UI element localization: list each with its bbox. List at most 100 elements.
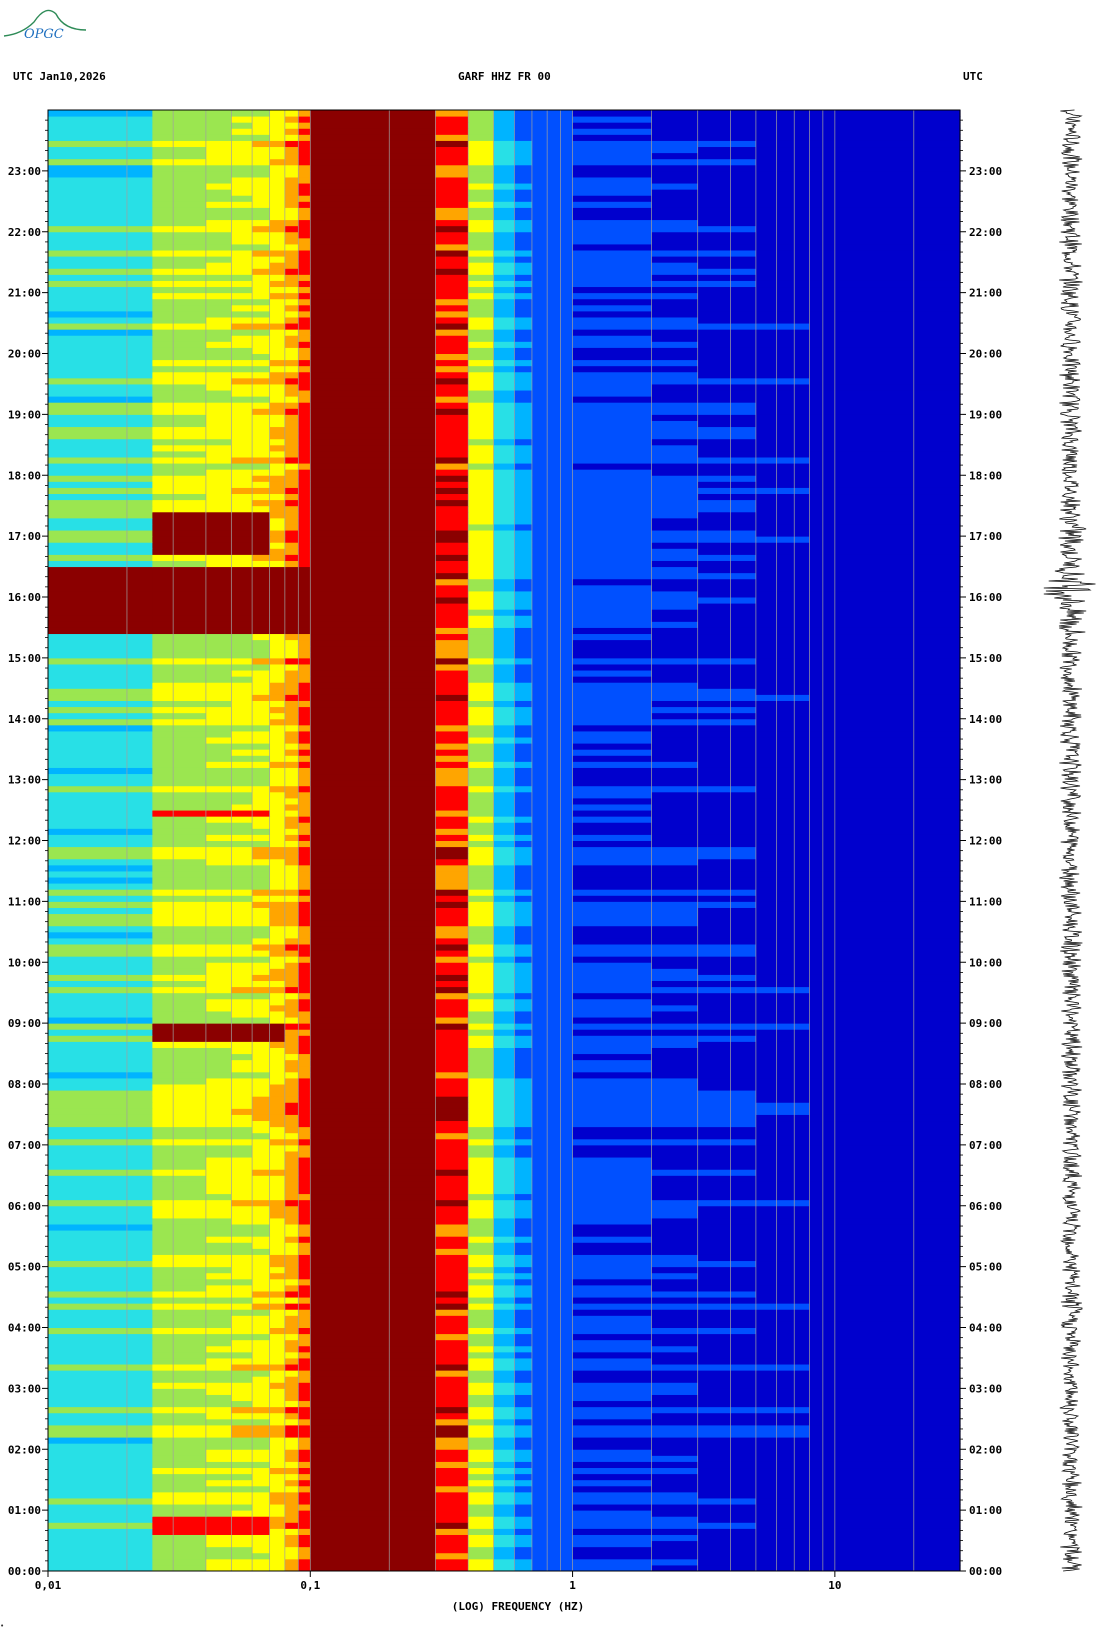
heatmap-cell bbox=[284, 1242, 299, 1249]
heatmap-cell bbox=[205, 1260, 232, 1268]
heatmap-cell bbox=[231, 1430, 253, 1438]
heatmap-cell bbox=[48, 1230, 128, 1237]
heatmap-cell bbox=[389, 1205, 437, 1213]
heatmap-cell bbox=[730, 846, 757, 854]
heatmap-cell bbox=[514, 931, 533, 939]
heatmap-cell bbox=[331, 1035, 390, 1042]
heatmap-cell bbox=[389, 919, 437, 927]
heatmap-cell bbox=[331, 621, 390, 628]
heatmap-cell bbox=[794, 657, 811, 665]
heatmap-cell bbox=[298, 986, 311, 994]
heatmap-cell bbox=[284, 1114, 299, 1122]
heatmap-cell bbox=[697, 1443, 732, 1450]
heatmap-cell bbox=[389, 810, 437, 817]
heatmap-cell bbox=[269, 645, 286, 653]
heatmap-cell bbox=[730, 1504, 757, 1511]
heatmap-cell bbox=[776, 1357, 795, 1365]
heatmap-cell bbox=[284, 767, 299, 775]
heatmap-cell bbox=[834, 1510, 915, 1517]
heatmap-cell bbox=[173, 1510, 207, 1517]
heatmap-cell bbox=[547, 1120, 562, 1128]
heatmap-cell bbox=[231, 864, 253, 872]
heatmap-cell bbox=[514, 1084, 533, 1091]
heatmap-cell bbox=[572, 919, 653, 927]
heatmap-cell bbox=[697, 1084, 732, 1091]
heatmap-cell bbox=[173, 1224, 207, 1231]
heatmap-cell bbox=[152, 1065, 174, 1073]
heatmap-cell bbox=[547, 737, 562, 744]
heatmap-cell bbox=[822, 1467, 836, 1475]
heatmap-cell bbox=[435, 1455, 469, 1462]
heatmap-cell bbox=[572, 1272, 653, 1280]
heatmap-cell bbox=[298, 1023, 311, 1030]
heatmap-cell bbox=[48, 1497, 128, 1505]
heatmap-cell bbox=[560, 1564, 574, 1572]
heatmap-cell bbox=[298, 1084, 311, 1091]
heatmap-cell bbox=[776, 1023, 795, 1030]
heatmap-cell bbox=[822, 767, 836, 775]
heatmap-cell bbox=[284, 1132, 299, 1140]
heatmap-cell bbox=[809, 785, 824, 793]
heatmap-cell bbox=[531, 1540, 548, 1548]
heatmap-cell bbox=[48, 1510, 128, 1517]
heatmap-cell bbox=[468, 724, 495, 732]
heatmap-cell bbox=[284, 1516, 299, 1523]
heatmap-cell bbox=[755, 1303, 778, 1310]
heatmap-cell bbox=[531, 1163, 548, 1170]
heatmap-cell bbox=[794, 1430, 811, 1438]
heatmap-cell bbox=[834, 1017, 915, 1024]
heatmap-cell bbox=[152, 737, 174, 744]
heatmap-cell bbox=[310, 834, 332, 841]
heatmap-cell bbox=[560, 1461, 574, 1469]
heatmap-cell bbox=[547, 925, 562, 933]
heatmap-cell bbox=[435, 1449, 469, 1456]
heatmap-cell bbox=[697, 1504, 732, 1511]
heatmap-cell bbox=[252, 1558, 271, 1566]
heatmap-cell bbox=[205, 791, 232, 799]
heatmap-cell bbox=[468, 682, 495, 689]
heatmap-cell bbox=[913, 1473, 961, 1481]
heatmap-cell bbox=[48, 1163, 128, 1170]
heatmap-cell bbox=[572, 1217, 653, 1225]
heatmap-cell bbox=[794, 1400, 811, 1408]
heatmap-cell bbox=[231, 1418, 253, 1426]
heatmap-cell bbox=[231, 816, 253, 823]
heatmap-cell bbox=[435, 913, 469, 921]
heatmap-cell bbox=[834, 1084, 915, 1091]
heatmap-cell bbox=[547, 645, 562, 653]
heatmap-cell bbox=[331, 1516, 390, 1523]
heatmap-cell bbox=[435, 1345, 469, 1353]
heatmap-cell bbox=[560, 1157, 574, 1164]
heatmap-cell bbox=[331, 1010, 390, 1018]
heatmap-cell bbox=[310, 1084, 332, 1091]
heatmap-cell bbox=[152, 1315, 174, 1322]
heatmap-cell bbox=[435, 907, 469, 915]
heatmap-cell bbox=[547, 663, 562, 671]
heatmap-cell bbox=[493, 1096, 515, 1103]
heatmap-cell bbox=[389, 1394, 437, 1402]
heatmap-cell bbox=[697, 1315, 732, 1322]
heatmap-cell bbox=[651, 1485, 699, 1493]
heatmap-cell bbox=[755, 1278, 778, 1286]
heatmap-cell bbox=[913, 1260, 961, 1268]
heatmap-cell bbox=[205, 718, 232, 726]
heatmap-cell bbox=[514, 1272, 533, 1280]
heatmap-cell bbox=[531, 834, 548, 841]
heatmap-cell bbox=[794, 1467, 811, 1475]
heatmap-cell bbox=[298, 755, 311, 762]
heatmap-cell bbox=[331, 1077, 390, 1085]
heatmap-row bbox=[48, 718, 961, 726]
heatmap-cell bbox=[514, 901, 533, 908]
heatmap-cell bbox=[331, 1132, 390, 1140]
heatmap-cell bbox=[547, 895, 562, 902]
heatmap-cell bbox=[809, 846, 824, 854]
heatmap-cell bbox=[48, 1504, 128, 1511]
heatmap-cell bbox=[730, 712, 757, 720]
heatmap-cell bbox=[152, 1126, 174, 1134]
heatmap-cell bbox=[822, 889, 836, 896]
heatmap-cell bbox=[493, 730, 515, 738]
heatmap-cell bbox=[310, 1272, 332, 1280]
heatmap-cell bbox=[547, 1004, 562, 1012]
heatmap-cell bbox=[560, 1242, 574, 1249]
heatmap-cell bbox=[755, 889, 778, 896]
